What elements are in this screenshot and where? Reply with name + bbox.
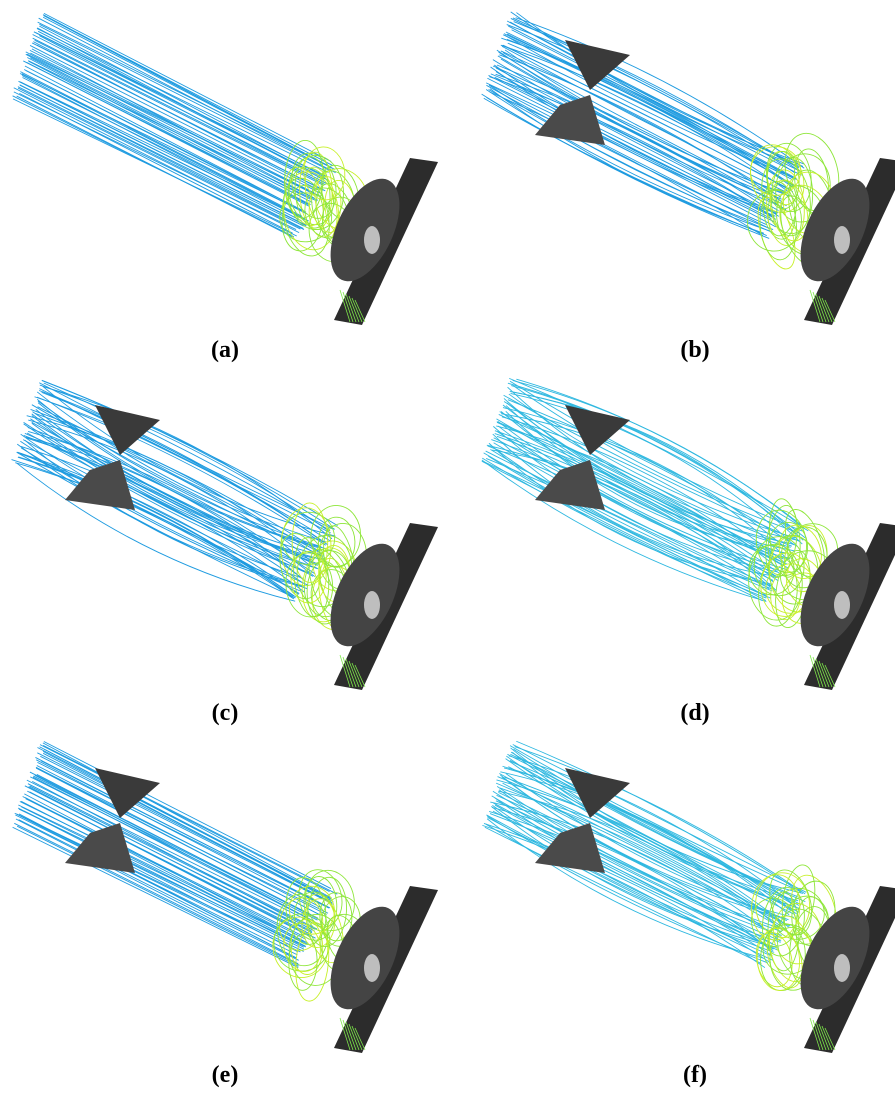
hub-highlight xyxy=(364,591,380,619)
streamline xyxy=(13,99,297,236)
panel xyxy=(482,741,895,1053)
streamline xyxy=(44,13,331,161)
streamline xyxy=(22,75,302,220)
streamline xyxy=(510,391,803,544)
streamline xyxy=(482,94,770,238)
streamline xyxy=(509,394,795,538)
streamline xyxy=(33,38,325,184)
streamline xyxy=(497,65,786,210)
streamline xyxy=(35,40,323,185)
streamline xyxy=(27,58,310,205)
streamline xyxy=(513,745,806,893)
streamline xyxy=(20,82,307,221)
streamline xyxy=(39,18,336,173)
streamline xyxy=(516,379,803,526)
panel-label: (d) xyxy=(680,700,709,726)
streamline xyxy=(13,827,299,967)
streamline xyxy=(493,803,773,949)
panel xyxy=(482,12,895,325)
figure-svg: (a) (b) (c) (d) (e) (f) xyxy=(0,0,895,1102)
streamline xyxy=(35,757,325,905)
hub-highlight xyxy=(834,591,850,619)
panel xyxy=(482,378,895,690)
panel xyxy=(13,13,438,325)
streamline xyxy=(506,756,796,907)
hub-highlight xyxy=(364,954,380,982)
vortex-generator xyxy=(95,405,160,455)
streamline xyxy=(37,753,332,903)
figure: (a) (b) (c) (d) (e) (f) xyxy=(0,0,895,1102)
hub-highlight xyxy=(834,954,850,982)
hub-highlight xyxy=(834,226,850,254)
streamline xyxy=(489,443,772,584)
streamline xyxy=(43,745,337,894)
streamline xyxy=(21,434,304,578)
streamline xyxy=(486,83,776,227)
panel xyxy=(13,742,438,1053)
panel-label: (c) xyxy=(212,700,239,726)
streamline xyxy=(39,36,323,184)
streamline xyxy=(20,85,304,229)
streamline xyxy=(508,767,793,914)
streamline xyxy=(489,75,772,218)
streamline xyxy=(491,445,771,586)
streamline xyxy=(486,458,767,597)
hub-highlight xyxy=(364,226,380,254)
streamline xyxy=(30,45,321,193)
streamline xyxy=(508,43,796,186)
streamline xyxy=(35,775,314,921)
streamline xyxy=(17,826,298,966)
streamline xyxy=(40,745,330,892)
streamline xyxy=(511,12,805,164)
panel xyxy=(12,380,438,690)
streamline xyxy=(28,61,317,202)
panel-label: (b) xyxy=(680,337,709,363)
streamline xyxy=(33,776,315,917)
streamline xyxy=(504,34,793,186)
panel-label: (e) xyxy=(212,1062,239,1088)
panel-label: (a) xyxy=(211,337,239,363)
panel-label: (f) xyxy=(683,1062,707,1088)
streamline xyxy=(501,45,789,192)
